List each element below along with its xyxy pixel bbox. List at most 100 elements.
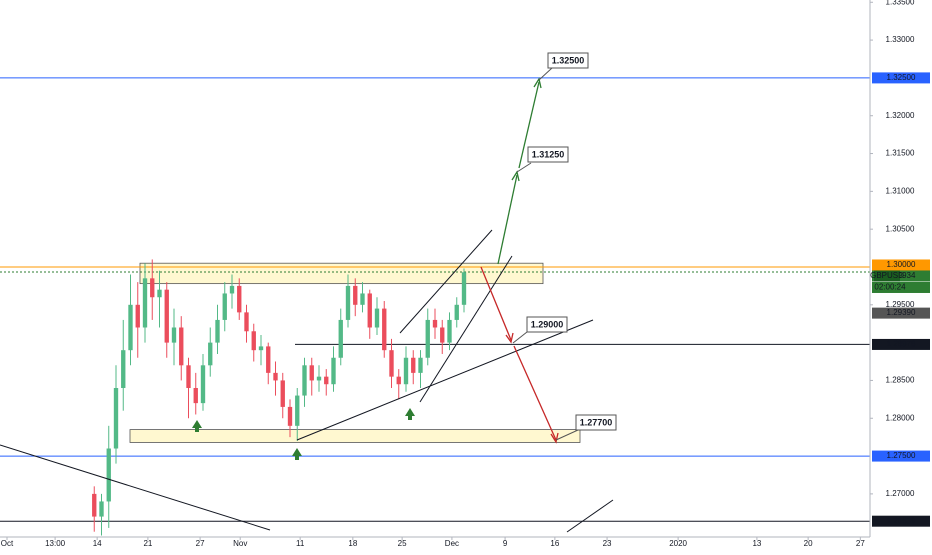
candle-body bbox=[121, 350, 126, 389]
candle-body bbox=[266, 346, 271, 373]
candle-body bbox=[258, 346, 264, 351]
plot-area bbox=[0, 77, 870, 536]
channel-line bbox=[419, 255, 513, 403]
candle-body bbox=[222, 293, 227, 320]
y-tick-label: 1.33500 bbox=[886, 0, 915, 6]
price-label: 1.27500 bbox=[887, 451, 916, 460]
x-tick-label: Dec bbox=[445, 539, 459, 548]
callout-label: 1.32500 bbox=[552, 55, 585, 65]
x-tick-label: 16 bbox=[550, 539, 559, 548]
candle-body bbox=[374, 308, 380, 328]
callout-label: 1.31250 bbox=[532, 149, 565, 159]
arrow-head bbox=[505, 332, 514, 344]
price-label-box bbox=[872, 259, 930, 271]
price-label: 1.26639 bbox=[887, 516, 916, 525]
candle-body bbox=[302, 365, 307, 396]
x-tick-label: 20 bbox=[804, 539, 813, 548]
y-tick-label: 1.27000 bbox=[886, 489, 915, 498]
candle-body bbox=[389, 350, 394, 377]
candle-body bbox=[331, 357, 336, 385]
x-tick-label: 18 bbox=[348, 539, 357, 548]
callout-box bbox=[575, 414, 617, 431]
callout-box bbox=[527, 146, 569, 163]
callout-label: 1.27700 bbox=[580, 417, 613, 427]
x-tick-label: 13 bbox=[752, 539, 761, 548]
callout-pointer bbox=[512, 331, 528, 344]
candle-body bbox=[309, 365, 314, 381]
candle-body bbox=[461, 272, 467, 305]
candle-body bbox=[432, 319, 438, 328]
candle-body bbox=[425, 319, 430, 358]
callout-pointer bbox=[555, 429, 579, 441]
candle-body bbox=[447, 319, 452, 343]
candle-body bbox=[382, 308, 387, 351]
callout-pointer bbox=[538, 67, 553, 81]
price-label-box bbox=[872, 307, 930, 319]
candle-body bbox=[287, 406, 293, 426]
candle-body bbox=[179, 327, 184, 366]
price-label: 1.28976 bbox=[887, 340, 916, 349]
candle-body bbox=[237, 285, 242, 313]
x-tick-label: 2020 bbox=[669, 539, 687, 548]
price-label-box bbox=[872, 338, 930, 350]
support-zone bbox=[129, 429, 581, 443]
candle-body bbox=[150, 278, 155, 298]
candle-body bbox=[157, 289, 162, 298]
callout-pointer bbox=[516, 162, 532, 173]
candle-body bbox=[193, 388, 198, 404]
symbol-label: GBPUSD bbox=[870, 271, 904, 280]
y-tick-label: 1.31500 bbox=[886, 149, 915, 158]
price-label-box bbox=[872, 450, 930, 462]
x-tick-label: Nov bbox=[233, 539, 247, 548]
candle-body bbox=[244, 312, 249, 332]
channel-line bbox=[399, 229, 493, 334]
candle-body bbox=[251, 331, 256, 351]
candle-body bbox=[99, 501, 104, 517]
projection-arrow bbox=[497, 174, 518, 265]
candle-body bbox=[164, 289, 169, 343]
up-marker bbox=[405, 408, 415, 420]
price-label: 1.30000 bbox=[887, 260, 916, 269]
x-tick-label: Oct bbox=[1, 539, 14, 548]
y-tick-label: 1.28000 bbox=[886, 413, 915, 422]
candle-body bbox=[338, 319, 343, 358]
trend-line bbox=[0, 444, 271, 531]
x-tick-label: 9 bbox=[503, 539, 508, 548]
countdown-box bbox=[872, 281, 930, 293]
up-marker bbox=[192, 420, 202, 432]
arrow-head bbox=[550, 432, 559, 444]
candle-body bbox=[316, 376, 322, 381]
candle-body bbox=[403, 357, 409, 385]
y-tick-label: 1.32000 bbox=[886, 111, 915, 120]
y-tick-label: 1.29500 bbox=[886, 300, 915, 309]
callouts: 1.32500 1.31250 1.29000 1.27700 bbox=[512, 52, 617, 441]
candle-body bbox=[128, 304, 133, 351]
symbol-tag bbox=[874, 270, 900, 282]
projection-arrow bbox=[480, 266, 512, 341]
candle-body bbox=[208, 342, 213, 366]
candle-body bbox=[135, 304, 140, 328]
x-tick-label: 13:00 bbox=[45, 539, 66, 548]
candle-body bbox=[360, 293, 365, 305]
x-tick-label: 14 bbox=[93, 539, 102, 548]
price-label: 1.29934 bbox=[887, 271, 916, 280]
countdown: 02:00:24 bbox=[874, 283, 906, 292]
y-tick-label: 1.31000 bbox=[886, 186, 915, 195]
x-tick-label: 23 bbox=[603, 539, 612, 548]
drawings bbox=[0, 77, 614, 533]
candle-body bbox=[353, 285, 358, 305]
candle-body bbox=[396, 376, 401, 385]
price-label-box bbox=[872, 72, 930, 84]
candle-body bbox=[280, 380, 285, 407]
price-label: 1.32500 bbox=[887, 73, 916, 82]
candle-body bbox=[411, 357, 416, 373]
candle-body bbox=[295, 395, 300, 426]
up-marker bbox=[292, 448, 302, 460]
candle-body bbox=[273, 372, 278, 381]
candle-body bbox=[200, 365, 206, 404]
y-tick-label: 1.33000 bbox=[886, 35, 915, 44]
x-tick-label: 27 bbox=[856, 539, 865, 548]
price-label-box bbox=[872, 515, 930, 527]
